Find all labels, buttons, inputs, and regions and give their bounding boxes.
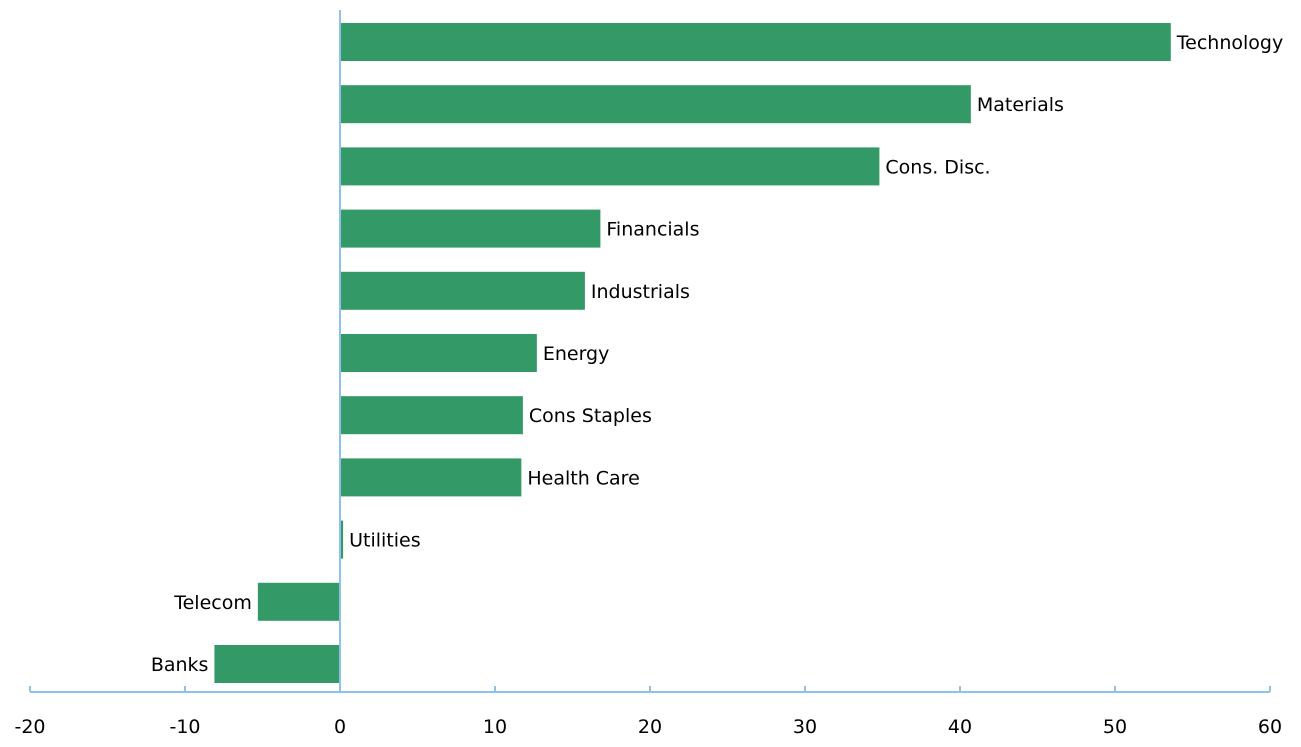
bar [340, 396, 523, 435]
x-tick-label: 10 [483, 716, 507, 738]
bar-label: Health Care [527, 467, 639, 489]
x-tick-label: 20 [638, 716, 662, 738]
x-tick-label: 40 [948, 716, 972, 738]
bar [340, 271, 585, 310]
x-tick-label: 0 [334, 716, 346, 738]
x-tick-label: 50 [1103, 716, 1127, 738]
bar-label: Technology [1176, 32, 1283, 54]
bar [214, 645, 340, 683]
bar-label: Industrials [591, 281, 690, 303]
bar-label: Cons. Disc. [885, 156, 990, 178]
bar [340, 458, 522, 497]
bar [340, 23, 1171, 61]
x-tick-label: 30 [793, 716, 817, 738]
bar-label: Energy [543, 343, 610, 365]
bar [340, 209, 601, 248]
bar [340, 147, 880, 186]
bar [340, 520, 344, 559]
x-tick-label: 60 [1258, 716, 1282, 738]
x-tick-label: -10 [169, 716, 200, 738]
x-tick-label: -20 [14, 716, 45, 738]
bar-label: Cons Staples [529, 405, 652, 427]
bar [340, 334, 537, 372]
bar-label: Financials [606, 219, 699, 241]
bar [340, 85, 971, 124]
bar [257, 582, 340, 621]
bar-label: Banks [151, 654, 209, 676]
bar-label: Telecom [173, 592, 252, 614]
bar-label: Materials [977, 94, 1064, 116]
bar-label: Utilities [349, 530, 421, 552]
